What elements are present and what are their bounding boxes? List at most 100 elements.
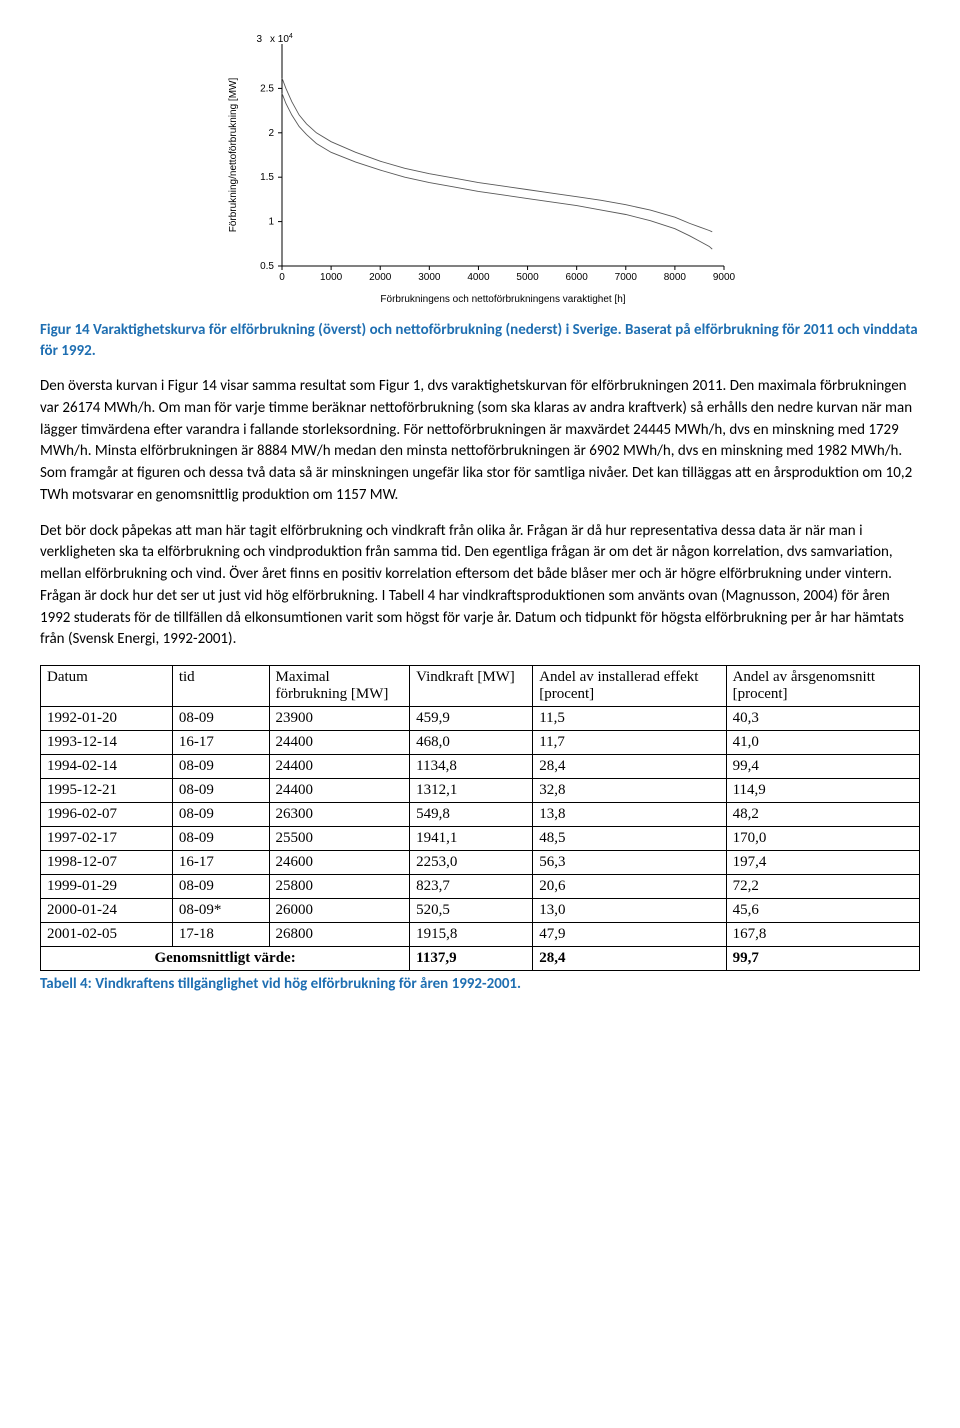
table-cell: 13,0 bbox=[533, 899, 726, 923]
summary-value: 99,7 bbox=[726, 947, 919, 971]
table-cell: 2000-01-24 bbox=[41, 899, 173, 923]
duration-curve-chart: 0 1000 2000 3000 4000 5000 6000 7000 8000 9000 0.5… bbox=[220, 30, 740, 310]
table-cell: 167,8 bbox=[726, 923, 919, 947]
table-cell: 08-09 bbox=[172, 875, 269, 899]
table-cell: 08-09 bbox=[172, 707, 269, 731]
table-cell: 99,4 bbox=[726, 755, 919, 779]
table-cell: 1134,8 bbox=[410, 755, 533, 779]
table-cell: 11,7 bbox=[533, 731, 726, 755]
table-row: 1994-02-1408-09244001134,828,499,4 bbox=[41, 755, 920, 779]
table-row: 1998-12-0716-17246002253,056,3197,4 bbox=[41, 851, 920, 875]
table-cell: 24600 bbox=[269, 851, 410, 875]
table-cell: 16-17 bbox=[172, 851, 269, 875]
table-header: Vindkraft [MW] bbox=[410, 666, 533, 707]
table-cell: 20,6 bbox=[533, 875, 726, 899]
table-header: Andel av årsgenomsnitt [procent] bbox=[726, 666, 919, 707]
table-cell: 28,4 bbox=[533, 755, 726, 779]
table-cell: 459,9 bbox=[410, 707, 533, 731]
svg-text:Förbrukningens och nettoförbru: Förbrukningens och nettoförbrukningens v… bbox=[380, 294, 625, 305]
svg-text:8000: 8000 bbox=[664, 272, 687, 283]
svg-text:1: 1 bbox=[268, 217, 274, 228]
table-row: 2000-01-2408-09*26000520,513,045,6 bbox=[41, 899, 920, 923]
svg-text:3000: 3000 bbox=[418, 272, 441, 283]
table-header: Datum bbox=[41, 666, 173, 707]
table-summary-row: Genomsnittligt värde:1137,928,499,7 bbox=[41, 947, 920, 971]
table-cell: 26000 bbox=[269, 899, 410, 923]
table-header: tid bbox=[172, 666, 269, 707]
table-cell: 13,8 bbox=[533, 803, 726, 827]
svg-text:0.5: 0.5 bbox=[260, 261, 274, 272]
table-cell: 56,3 bbox=[533, 851, 726, 875]
svg-text:3: 3 bbox=[256, 34, 262, 45]
table-cell: 1994-02-14 bbox=[41, 755, 173, 779]
paragraph-2: Det bör dock påpekas att man här tagit e… bbox=[40, 521, 920, 652]
table-cell: 468,0 bbox=[410, 731, 533, 755]
table-cell: 1915,8 bbox=[410, 923, 533, 947]
svg-text:6000: 6000 bbox=[566, 272, 589, 283]
table-cell: 1312,1 bbox=[410, 779, 533, 803]
table-row: 1997-02-1708-09255001941,148,5170,0 bbox=[41, 827, 920, 851]
table-cell: 17-18 bbox=[172, 923, 269, 947]
table-row: 1992-01-2008-0923900459,911,540,3 bbox=[41, 707, 920, 731]
table-cell: 40,3 bbox=[726, 707, 919, 731]
table-cell: 170,0 bbox=[726, 827, 919, 851]
table-row: 1993-12-1416-1724400468,011,741,0 bbox=[41, 731, 920, 755]
table-cell: 32,8 bbox=[533, 779, 726, 803]
table-cell: 24400 bbox=[269, 779, 410, 803]
svg-text:0: 0 bbox=[279, 272, 285, 283]
table-cell: 1999-01-29 bbox=[41, 875, 173, 899]
table-cell: 1998-12-07 bbox=[41, 851, 173, 875]
svg-text:Förbrukning/nettoförbrukning [: Förbrukning/nettoförbrukning [MW] bbox=[228, 78, 239, 233]
table-header: Andel av installerad effekt [procent] bbox=[533, 666, 726, 707]
summary-value: 1137,9 bbox=[410, 947, 533, 971]
table-caption: Tabell 4: Vindkraftens tillgänglighet vi… bbox=[40, 975, 920, 993]
table-cell: 197,4 bbox=[726, 851, 919, 875]
table-row: 1996-02-0708-0926300549,813,848,2 bbox=[41, 803, 920, 827]
svg-text:7000: 7000 bbox=[615, 272, 638, 283]
svg-text:2: 2 bbox=[268, 128, 274, 139]
table-cell: 08-09 bbox=[172, 803, 269, 827]
table-row: 1995-12-2108-09244001312,132,8114,9 bbox=[41, 779, 920, 803]
table-cell: 48,2 bbox=[726, 803, 919, 827]
table-cell: 1997-02-17 bbox=[41, 827, 173, 851]
table-cell: 45,6 bbox=[726, 899, 919, 923]
table-cell: 1995-12-21 bbox=[41, 779, 173, 803]
table-cell: 41,0 bbox=[726, 731, 919, 755]
table-cell: 08-09 bbox=[172, 827, 269, 851]
table-cell: 08-09* bbox=[172, 899, 269, 923]
table-cell: 16-17 bbox=[172, 731, 269, 755]
table-cell: 1941,1 bbox=[410, 827, 533, 851]
table-cell: 25800 bbox=[269, 875, 410, 899]
table-cell: 08-09 bbox=[172, 779, 269, 803]
svg-text:1.5: 1.5 bbox=[260, 172, 274, 183]
table-cell: 114,9 bbox=[726, 779, 919, 803]
table-cell: 520,5 bbox=[410, 899, 533, 923]
table-cell: 2253,0 bbox=[410, 851, 533, 875]
table-cell: 11,5 bbox=[533, 707, 726, 731]
table-cell: 24400 bbox=[269, 731, 410, 755]
table-cell: 08-09 bbox=[172, 755, 269, 779]
table-cell: 47,9 bbox=[533, 923, 726, 947]
table-cell: 24400 bbox=[269, 755, 410, 779]
wind-availability-table: DatumtidMaximal förbrukning [MW]Vindkraf… bbox=[40, 665, 920, 971]
table-header: Maximal förbrukning [MW] bbox=[269, 666, 410, 707]
table-cell: 26800 bbox=[269, 923, 410, 947]
summary-label: Genomsnittligt värde: bbox=[41, 947, 410, 971]
table-row: 2001-02-0517-18268001915,847,9167,8 bbox=[41, 923, 920, 947]
figure-caption: Figur 14 Varaktighetskurva för elförbruk… bbox=[40, 320, 920, 362]
svg-text:4000: 4000 bbox=[467, 272, 490, 283]
table-cell: 549,8 bbox=[410, 803, 533, 827]
table-cell: 25500 bbox=[269, 827, 410, 851]
svg-text:9000: 9000 bbox=[713, 272, 736, 283]
svg-text:5000: 5000 bbox=[516, 272, 539, 283]
table-cell: 26300 bbox=[269, 803, 410, 827]
summary-value: 28,4 bbox=[533, 947, 726, 971]
table-cell: 1993-12-14 bbox=[41, 731, 173, 755]
table-cell: 2001-02-05 bbox=[41, 923, 173, 947]
svg-text:1000: 1000 bbox=[320, 272, 343, 283]
svg-text:2000: 2000 bbox=[369, 272, 392, 283]
svg-text:x 104: x 104 bbox=[270, 33, 293, 45]
table-cell: 823,7 bbox=[410, 875, 533, 899]
table-cell: 23900 bbox=[269, 707, 410, 731]
table-cell: 1992-01-20 bbox=[41, 707, 173, 731]
